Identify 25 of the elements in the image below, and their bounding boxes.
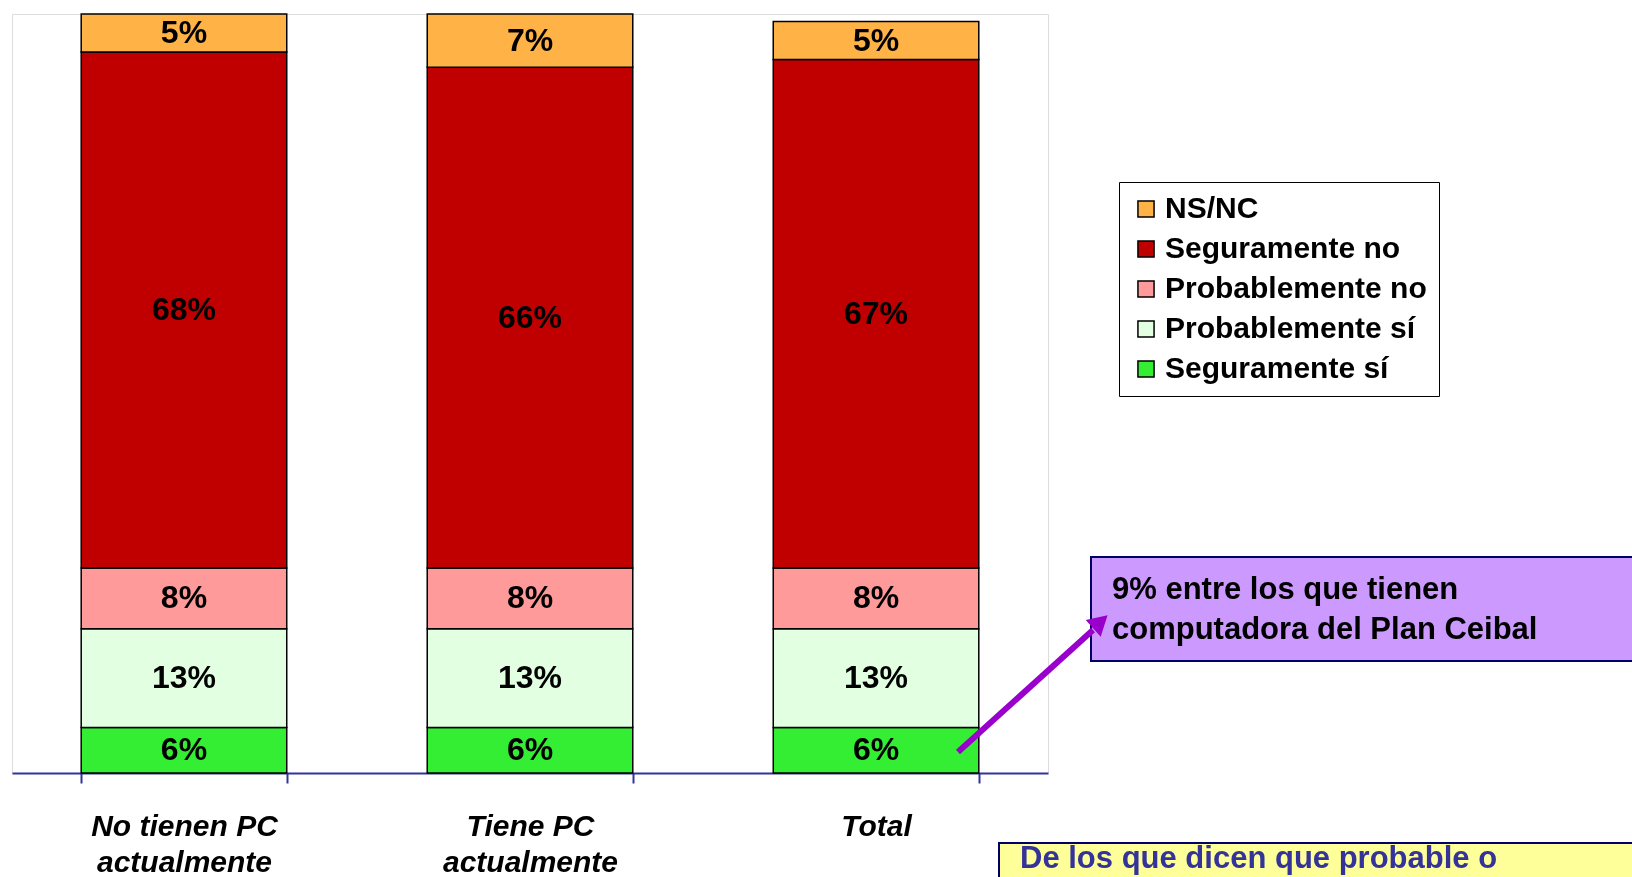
data-label: 66% bbox=[497, 298, 563, 335]
x-tick-label: No tienen PC actualmente bbox=[91, 808, 280, 877]
legend-label: Seguramente sí bbox=[1165, 351, 1391, 384]
text: De los que dicen que probable o bbox=[1020, 840, 1498, 875]
data-label: 8% bbox=[160, 579, 208, 616]
data-label: 13% bbox=[497, 659, 563, 696]
data-label: 6% bbox=[160, 731, 208, 768]
data-label: 8% bbox=[506, 579, 554, 616]
data-label: 7% bbox=[506, 21, 554, 58]
data-label: 6% bbox=[506, 731, 554, 768]
data-label: 8% bbox=[852, 579, 900, 616]
legend-label: Probablemente sí bbox=[1165, 311, 1417, 344]
data-label: 5% bbox=[852, 21, 900, 58]
text: 9% entre los que tienen computadora del Plan Ceibal bbox=[1112, 571, 1538, 646]
data-label: 13% bbox=[151, 659, 216, 696]
x-tick-label: Total bbox=[841, 808, 913, 842]
data-label: 68% bbox=[151, 291, 216, 328]
data-label: 5% bbox=[160, 13, 208, 50]
legend-label: NS/NC bbox=[1165, 191, 1259, 224]
data-label: 13% bbox=[844, 659, 909, 696]
legend-label: Seguramente no bbox=[1165, 231, 1401, 264]
data-label: 67% bbox=[844, 294, 909, 331]
legend-label: Probablemente no bbox=[1165, 271, 1427, 304]
x-tick-label: Tiene PC actualmente bbox=[442, 808, 619, 877]
data-label: 6% bbox=[852, 731, 900, 768]
